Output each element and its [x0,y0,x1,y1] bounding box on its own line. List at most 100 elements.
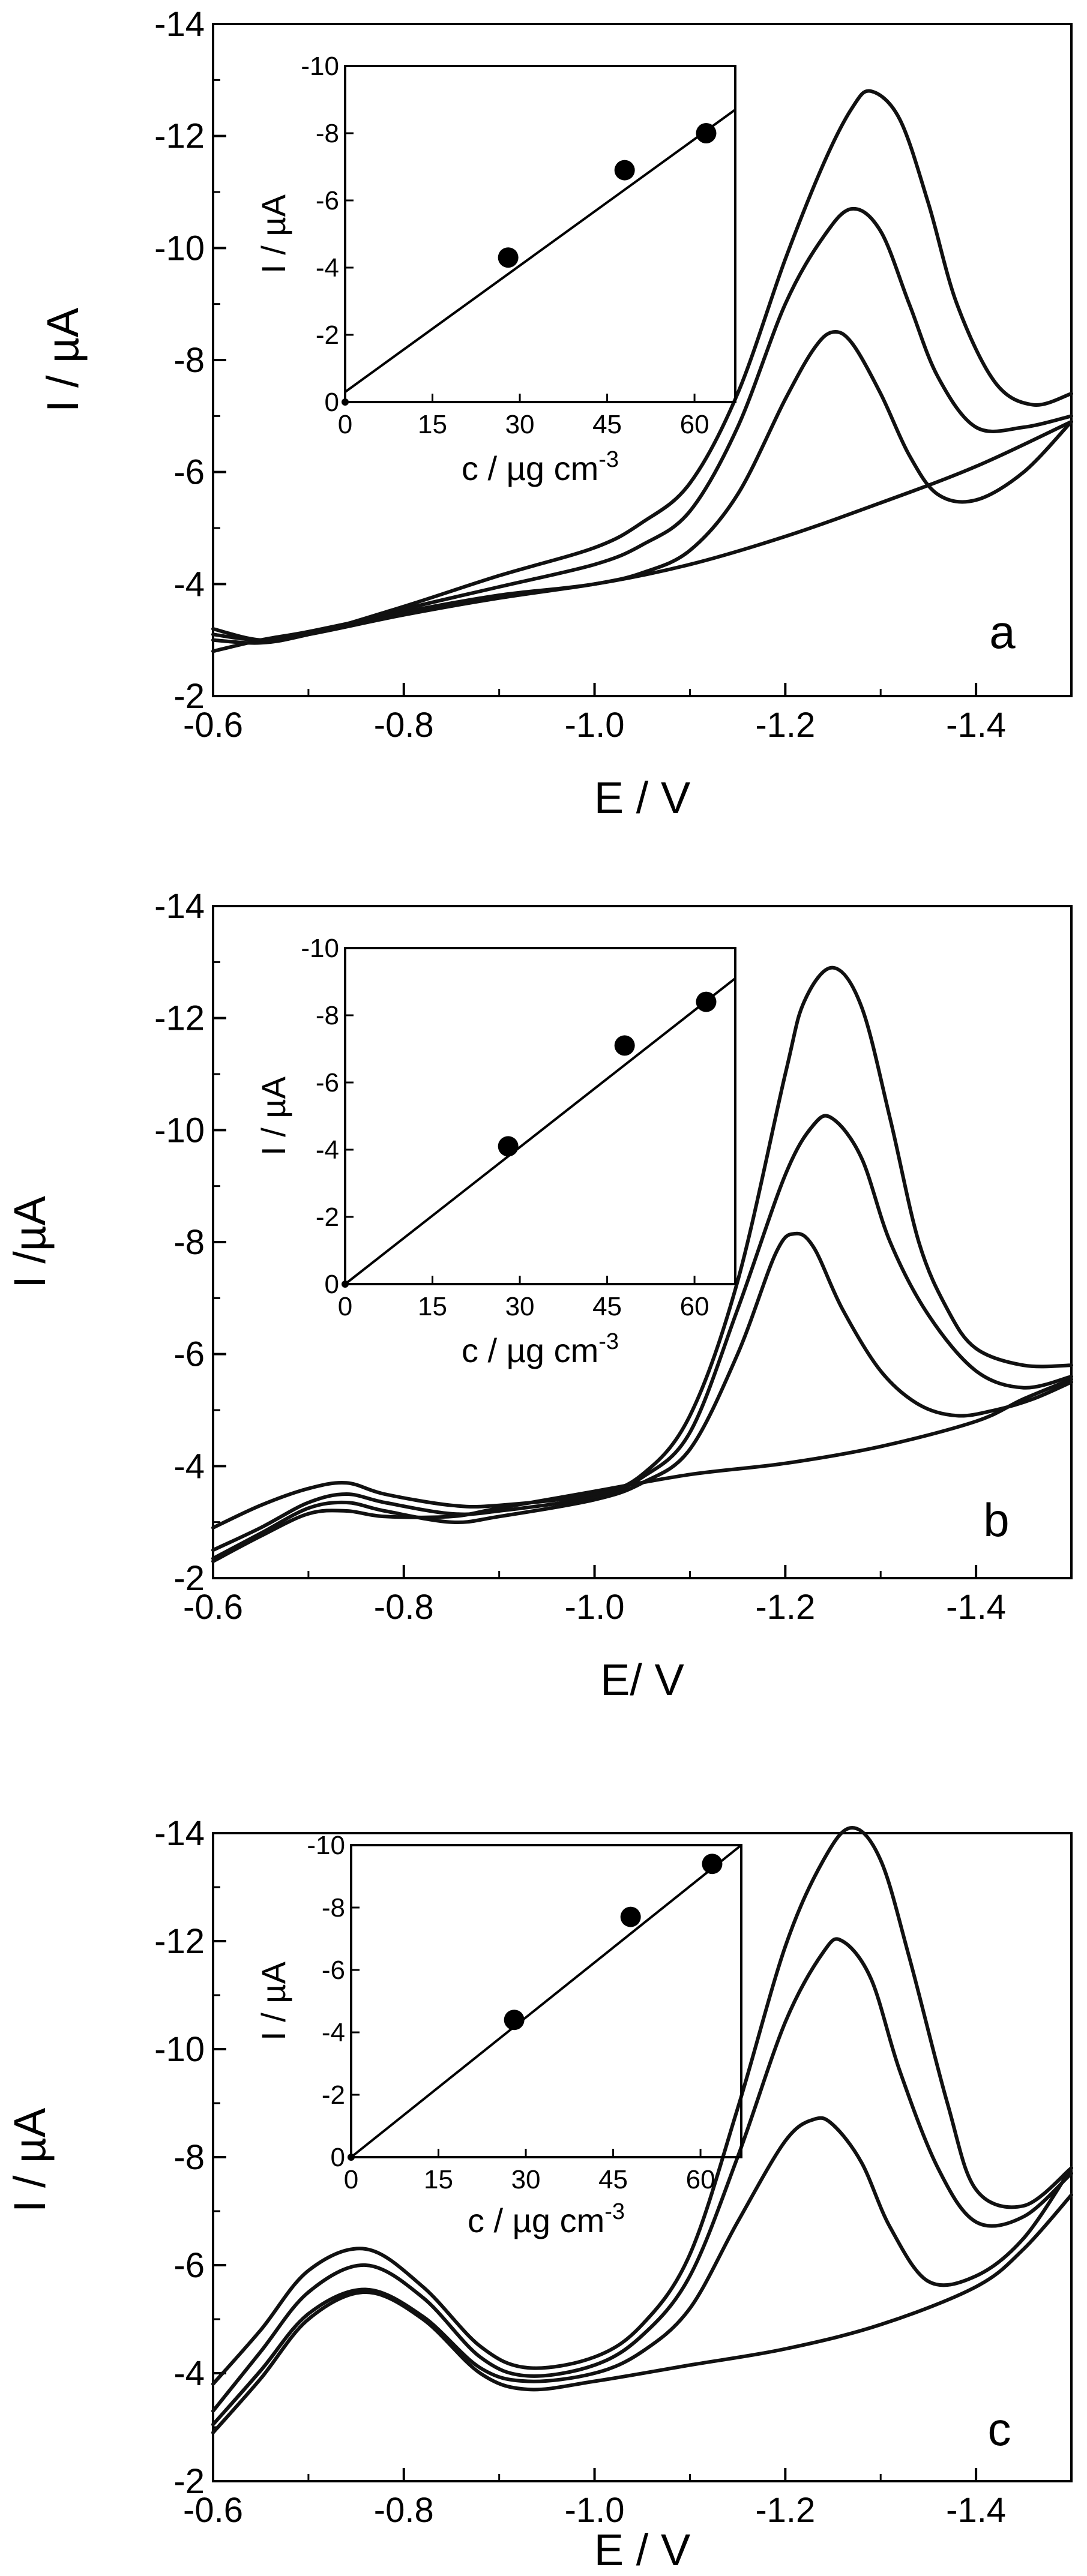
y-tick-label: -10 [154,1111,205,1150]
inset-x-tick-label: 30 [505,1292,535,1321]
inset-data-point [620,1906,641,1927]
inset-marks [348,1844,742,2161]
inset-fit-line [350,1844,742,2158]
x-axis: -0.6 -0.8 -1.0 -1.2 -1.4 [183,683,1073,745]
voltammogram-curves [211,1826,1073,2434]
inset-data-point [696,991,717,1012]
curve-c1 [211,1231,1073,1561]
x-tick-label: -0.8 [374,2491,434,2530]
chart-panel-b: -2 -4 -6 -8 -10 -12 -14 -0.6 -0.8 -1.0 -1.2 -1.4 I… [5,887,1073,1705]
y-tick-label: -6 [173,2246,205,2285]
inset-x-label-main: c / µg cm [462,1332,598,1369]
inset-x-label-main: c / µg cm [462,449,598,487]
inset-x-tick-label: 30 [505,410,535,439]
y-tick-label: -4 [173,565,205,604]
inset-axes: 0 -2 -4 -6 -8 -10 0 15 30 45 60 [307,1831,715,2194]
chart-panel-a: -2 -4 -6 -8 -10 -12 -14 -0.6 -0.8 -1.0 -1.2 -1.4 I… [38,5,1073,823]
y-tick-label: -6 [173,453,205,492]
inset-y-tick-label: -2 [316,320,339,350]
inset-frame [344,65,736,403]
inset-x-label-main: c / µg cm [468,2202,604,2239]
inset-y-tick-label: -6 [316,1068,339,1097]
y-tick-label: -2 [173,677,205,716]
y-tick-label: -14 [154,5,205,44]
inset-data-point [702,1854,723,1875]
inset-x-tick-label: 15 [418,410,447,439]
curve-c3 [211,89,1073,643]
inset-x-tick-label: 30 [511,2165,541,2194]
x-tick-label: -0.8 [374,1588,434,1627]
inset-data-point [498,1136,519,1157]
inset-axes: 0 -2 -4 -6 -8 -10 0 15 30 45 60 [301,934,709,1321]
inset-data-point [348,2154,355,2161]
inset-marks [342,977,736,1288]
inset-y-tick-label: -8 [316,1001,339,1030]
inset-fit-line [344,977,736,1285]
inset-y-tick-label: -2 [322,2080,345,2110]
inset-x-tick-label: 45 [598,2165,628,2194]
voltammogram-curves [211,965,1073,1563]
inset-y-tick-label: 0 [325,388,339,417]
inset-y-tick-label: -6 [322,1956,345,1985]
x-tick-label: -0.6 [183,1588,243,1627]
inset-x-tick-label: 15 [424,2165,453,2194]
curve-c3 [211,965,1073,1530]
y-tick-label: -8 [173,341,205,380]
inset-marks [342,109,736,406]
curve-c1 [211,2116,1073,2427]
inset-x-tick-label: 45 [592,410,622,439]
y-tick-label: -4 [173,2354,205,2393]
x-tick-label: -1.2 [755,1588,815,1627]
inset-y-tick-label: -4 [316,1135,339,1165]
curve-c1 [211,329,1073,642]
inset-data-point [696,123,717,143]
y-axis: -2 -4 -6 -8 -10 -12 -14 [154,887,226,1598]
inset-y-tick-label: -8 [322,1893,345,1923]
inset-x-tick-label: 0 [344,2165,358,2194]
inset-y-tick-label: -8 [316,119,339,148]
y-axis: -2 -4 -6 -8 -10 -12 -14 [154,1814,226,2501]
x-axis: -0.6 -0.8 -1.0 -1.2 -1.4 [183,2468,1073,2530]
plot-frame [212,23,1073,697]
inset-y-label: I / µA [254,1076,292,1156]
y-axis-label: I / µA [5,2107,55,2212]
inset-x-label: c / µg cm-3 [462,1329,619,1369]
x-tick-label: -1.2 [755,2491,815,2530]
inset-data-point [498,247,519,268]
inset-data-point [342,1280,349,1288]
inset-x-tick-label: 45 [592,1292,622,1321]
x-axis: -0.6 -0.8 -1.0 -1.2 -1.4 [183,1565,1073,1627]
y-tick-label: -8 [173,1223,205,1262]
x-tick-label: -0.6 [183,2491,243,2530]
inset-x-tick-label: 0 [338,410,352,439]
y-tick-label: -10 [154,229,205,268]
panel-label: b [983,1494,1009,1546]
curve-c2 [211,206,1073,645]
inset-data-point [504,2010,525,2031]
y-tick-label: -8 [173,2138,205,2177]
inset-data-point [614,160,635,181]
inset-frame [350,1844,742,2158]
curve-blank [211,2193,1073,2434]
inset-x-label: c / µg cm-3 [462,447,619,487]
chart-panel-c: -2 -4 -6 -8 -10 -12 -14 -0.6 -0.8 -1.0 -1.2 -1.4 I… [5,1814,1073,2575]
inset-y-tick-label: -2 [316,1202,339,1232]
inset-y-label: I / µA [254,1961,292,2041]
x-tick-label: -0.6 [183,706,243,745]
inset-y-tick-label: 0 [325,1270,339,1299]
x-tick-label: -0.8 [374,706,434,745]
inset-y-tick-label: -6 [316,186,339,215]
inset-frame [344,947,736,1285]
inset-x-tick-label: 0 [338,1292,352,1321]
x-tick-label: -1.4 [946,706,1006,745]
inset-fit-line [344,109,736,393]
y-axis: -2 -4 -6 -8 -10 -12 -14 [154,5,226,716]
y-tick-label: -4 [173,1447,205,1486]
calibration-inset: 0 -2 -4 -6 -8 -10 0 15 30 45 60 I / µA c / µg cm-3 [254,1831,742,2239]
curve-blank [211,1377,1073,1563]
x-axis-label: E / V [594,773,691,823]
curve-c2 [211,1114,1073,1552]
y-tick-label: -2 [173,2462,205,2501]
y-tick-label: -10 [154,2030,205,2069]
inset-y-label: I / µA [254,194,292,274]
